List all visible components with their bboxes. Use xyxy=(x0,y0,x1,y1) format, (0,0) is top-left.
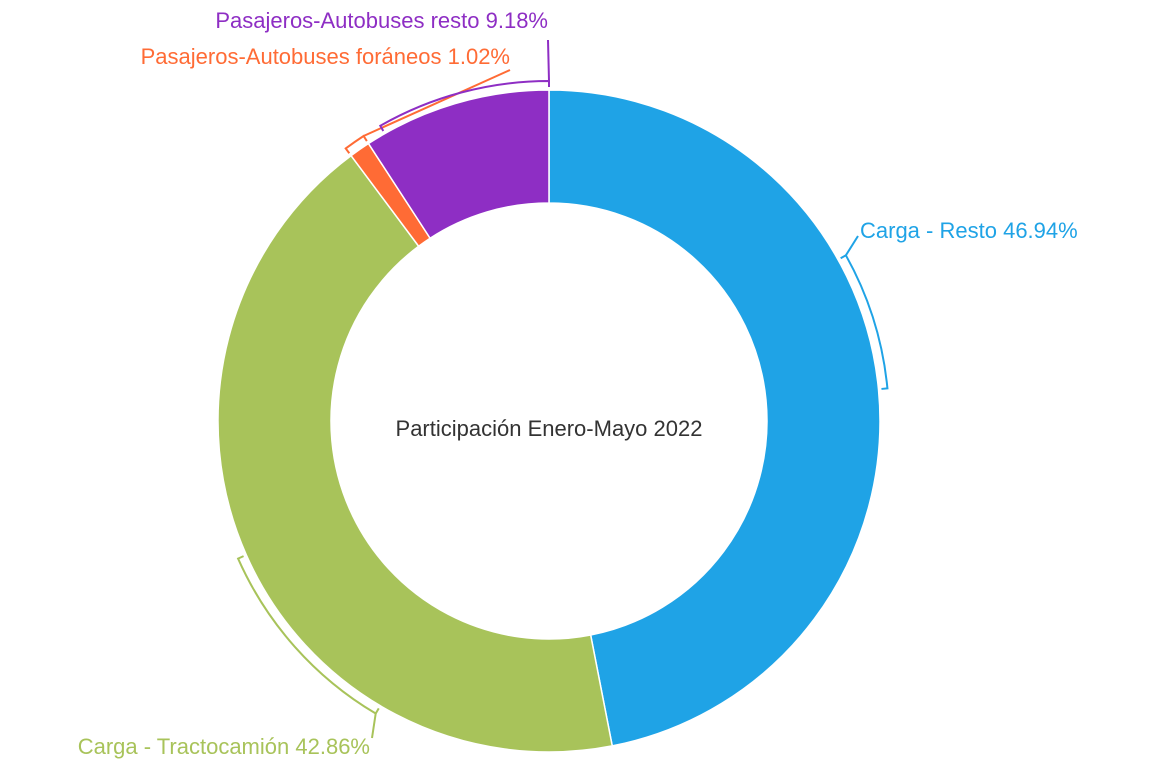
donut-slice xyxy=(548,89,881,747)
slice-value: 9.18% xyxy=(486,8,548,33)
slice-name: Carga - Resto xyxy=(860,218,997,243)
leader-line xyxy=(845,235,859,256)
donut-slice xyxy=(217,154,614,753)
slice-name: Pasajeros-Autobuses foráneos xyxy=(141,44,442,69)
slice-label: Pasajeros-Autobuses foráneos 1.02% xyxy=(141,44,510,69)
label-bracket xyxy=(236,555,380,715)
slice-name: Pasajeros-Autobuses resto xyxy=(215,8,479,33)
slice-value: 46.94% xyxy=(1003,218,1078,243)
leader-line xyxy=(371,713,377,739)
slice-value: 1.02% xyxy=(448,44,510,69)
leader-line xyxy=(363,69,511,137)
label-bracket xyxy=(378,79,550,132)
label-bracket xyxy=(840,253,889,390)
slice-value: 42.86% xyxy=(295,734,370,759)
leader-line xyxy=(547,39,550,82)
slice-name: Carga - Tractocamión xyxy=(78,734,290,759)
slice-label: Carga - Tractocamión 42.86% xyxy=(78,734,370,759)
donut-slice xyxy=(367,89,550,240)
center-label: Participación Enero-Mayo 2022 xyxy=(396,416,703,441)
slice-label: Pasajeros-Autobuses resto 9.18% xyxy=(215,8,548,33)
slice-label: Carga - Resto 46.94% xyxy=(860,218,1078,243)
label-bracket xyxy=(344,134,368,154)
